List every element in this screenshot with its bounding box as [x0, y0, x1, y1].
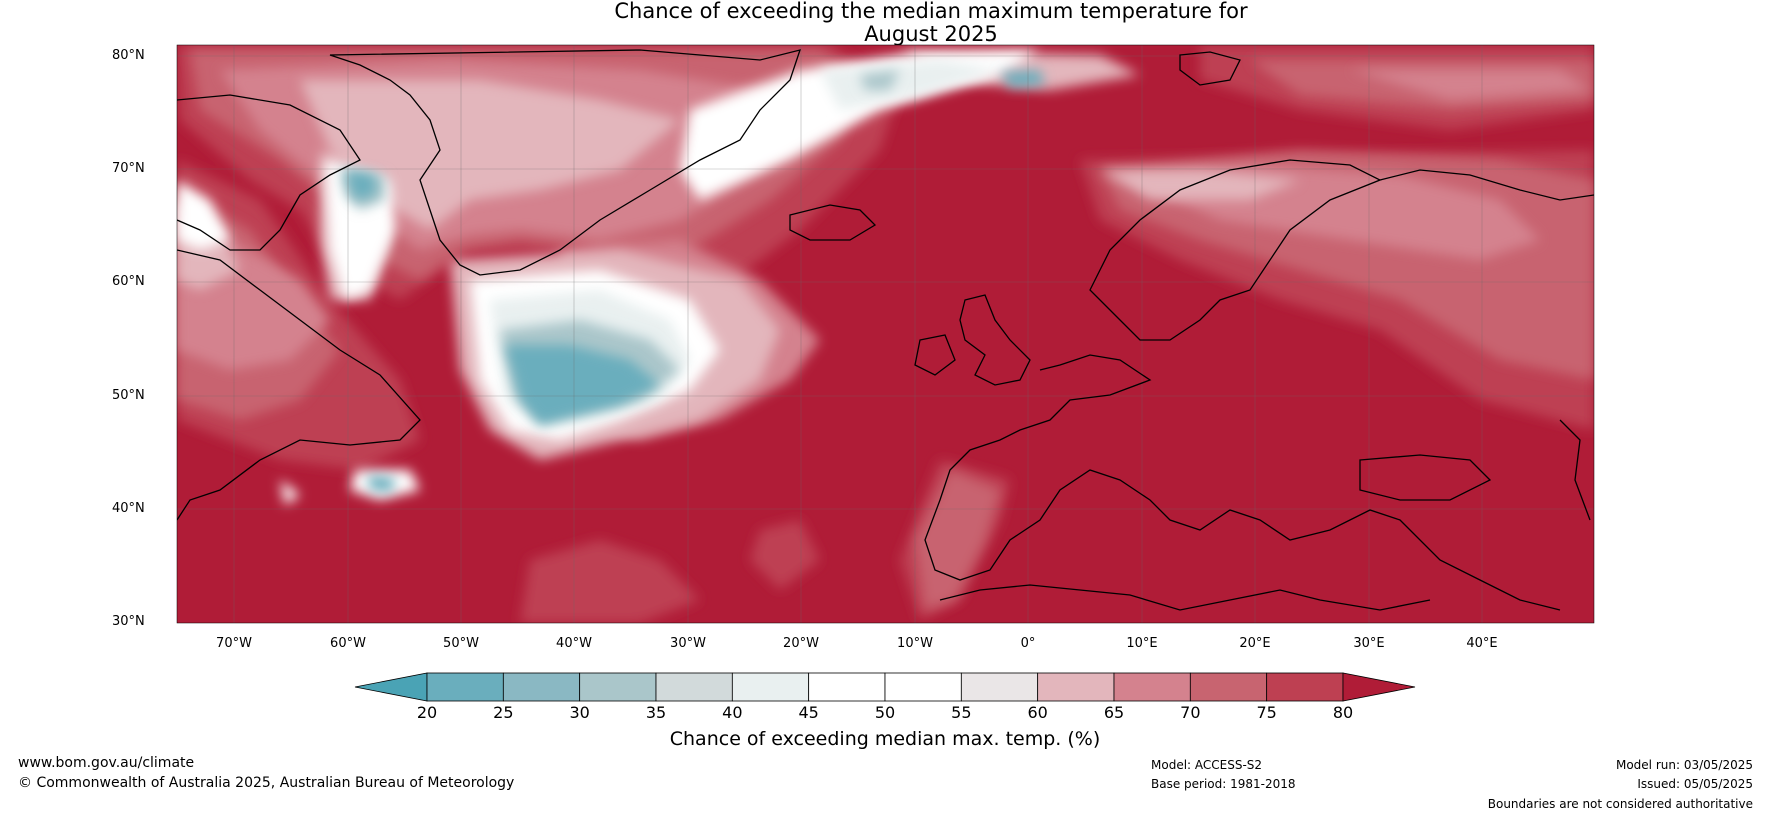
map-title: Chance of exceeding the median maximum t… [0, 0, 1770, 46]
title-line-2: August 2025 [864, 22, 998, 46]
colorbar-title: Chance of exceeding median max. temp. (%… [669, 728, 1101, 750]
colorbar-segment-35-40 [655, 672, 733, 702]
colorbar-tick-60: 60 [1027, 703, 1048, 722]
colorbar-segment-60-65 [1037, 672, 1115, 702]
colorbar-segment-30-35 [579, 672, 657, 702]
lon-label-10w: 10°W [897, 636, 933, 651]
lat-label-30n: 30°N [112, 614, 145, 629]
title-line-1: Chance of exceeding the median maximum t… [614, 0, 1248, 23]
lon-label-40w: 40°W [556, 636, 592, 651]
footer-url[interactable]: www.bom.gov.au/climate [18, 755, 195, 771]
footer-model-run: Model run: 03/05/2025 [1615, 758, 1753, 772]
colorbar-arrow-low [354, 672, 428, 702]
colorbar-tick-45: 45 [798, 703, 819, 722]
coastlines [177, 49, 1594, 611]
footer-issued: Issued: 05/05/2025 [1637, 777, 1753, 791]
lon-label-40e: 40°E [1466, 636, 1498, 651]
colorbar-segment-25-30 [502, 672, 581, 702]
footer-boundaries: Boundaries are not considered authoritat… [1487, 797, 1753, 811]
lon-label-60w: 60°W [330, 636, 366, 651]
colorbar-tick-75: 75 [1256, 703, 1277, 722]
lat-label-40n: 40°N [112, 501, 145, 516]
colorbar-tick-40: 40 [722, 703, 743, 722]
colorbar-segment-50-55 [884, 672, 962, 702]
colorbar-tick-35: 35 [645, 703, 667, 722]
lon-label-20e: 20°E [1239, 636, 1271, 651]
footer-base-period: Base period: 1981-2018 [1151, 777, 1296, 791]
colorbar-segment-45-50 [808, 672, 886, 702]
lat-label-80n: 80°N [112, 48, 145, 63]
colorbar-tick-50: 50 [874, 703, 896, 722]
lat-label-50n: 50°N [112, 388, 145, 403]
colorbar-tick-65: 65 [1103, 703, 1125, 722]
colorbar-segment-75-80 [1266, 672, 1344, 702]
colorbar-tick-25: 25 [493, 703, 514, 722]
lon-label-30e: 30°E [1353, 636, 1385, 651]
footer-copyright: © Commonwealth of Australia 2025, Austra… [18, 775, 515, 791]
lon-label-70w: 70°W [216, 636, 252, 651]
lon-label-50w: 50°W [443, 636, 479, 651]
colorbar-segment-40-45 [731, 672, 810, 702]
lat-label-70n: 70°N [112, 161, 145, 176]
colorbar-tick-20: 20 [416, 703, 438, 722]
zone-30 [345, 70, 1045, 492]
colorbar [354, 672, 1416, 702]
colorbar-arrow-high [1342, 672, 1416, 702]
lon-label-30w: 30°W [670, 636, 706, 651]
lon-label-20w: 20°W [783, 636, 819, 651]
lat-label-60n: 60°N [112, 274, 145, 289]
colorbar-segment-70-75 [1189, 672, 1268, 702]
colorbar-tick-55: 55 [951, 703, 972, 722]
colorbar-segment-65-70 [1113, 672, 1191, 702]
colorbar-segment-20-25 [426, 672, 504, 702]
footer-model: Model: ACCESS-S2 [1151, 758, 1263, 772]
probability-field [177, 45, 1594, 623]
colorbar-tick-30: 30 [569, 703, 590, 722]
map-frame [176, 44, 1595, 624]
lon-label-10e: 10°E [1126, 636, 1158, 651]
colorbar-tick-70: 70 [1180, 703, 1201, 722]
colorbar-tick-80: 80 [1332, 703, 1354, 722]
colorbar-segment-55-60 [960, 672, 1039, 702]
lon-label-0: 0° [1020, 636, 1036, 651]
